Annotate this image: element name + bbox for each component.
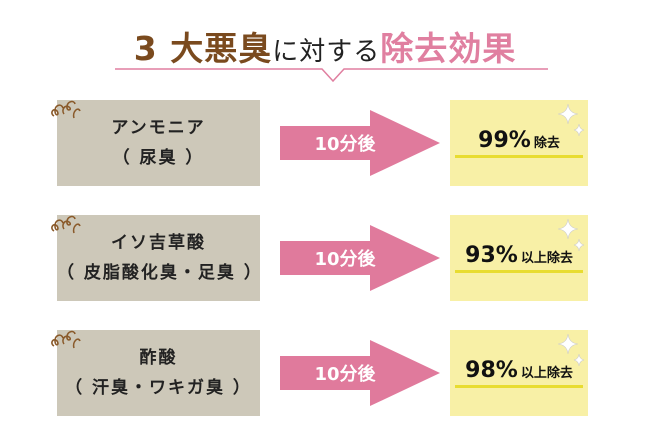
result-box: 98% 以上除去 xyxy=(450,330,588,416)
odor-box: アンモニア （ 尿臭 ） xyxy=(57,100,260,186)
percent-value: 98% xyxy=(465,358,518,383)
odor-name: アンモニア xyxy=(111,118,206,138)
title-part2: に対する xyxy=(272,37,381,67)
percent-value: 99% xyxy=(478,128,531,153)
time-label: 10分後 xyxy=(314,134,376,155)
sparkle-icon xyxy=(558,219,585,252)
odor-name: 酢酸 xyxy=(139,348,178,368)
sparkle-icon xyxy=(558,104,585,137)
odor-row: イソ吉草酸 （ 皮脂酸化臭・足臭 ） 10分後 93% 以上除去 xyxy=(0,215,650,301)
smell-icon xyxy=(51,330,81,349)
removal-rate: 99% 除去 xyxy=(450,128,588,153)
result-box: 93% 以上除去 xyxy=(450,215,588,301)
arrow-icon xyxy=(280,340,440,406)
odor-type: （ 汗臭・ワキガ臭 ） xyxy=(65,378,252,398)
odor-box: 酢酸 （ 汗臭・ワキガ臭 ） xyxy=(57,330,260,416)
percent-suffix: 除去 xyxy=(533,136,560,151)
percent-value: 93% xyxy=(465,243,518,268)
title-part1: 3 大悪臭 xyxy=(133,29,273,68)
odor-type: （ 尿臭 ） xyxy=(112,148,205,168)
smell-icon xyxy=(51,100,81,119)
removal-rate: 98% 以上除去 xyxy=(450,358,588,383)
title-divider xyxy=(115,68,548,83)
highlight-underline xyxy=(455,155,583,158)
odor-type: （ 皮脂酸化臭・足臭 ） xyxy=(57,263,263,283)
arrow-icon xyxy=(280,225,440,291)
time-label: 10分後 xyxy=(314,249,376,270)
result-box: 99% 除去 xyxy=(450,100,588,186)
page-title: 3 大悪臭に対する除去効果 xyxy=(0,22,650,70)
title-part3: 除去効果 xyxy=(380,29,517,68)
percent-suffix: 以上除去 xyxy=(520,366,573,381)
percent-suffix: 以上除去 xyxy=(520,251,573,266)
odor-row: アンモニア （ 尿臭 ） 10分後 99% 除去 xyxy=(0,100,650,186)
highlight-underline xyxy=(455,385,583,388)
odor-row: 酢酸 （ 汗臭・ワキガ臭 ） 10分後 98% 以上除去 xyxy=(0,330,650,416)
odor-box: イソ吉草酸 （ 皮脂酸化臭・足臭 ） xyxy=(57,215,263,301)
highlight-underline xyxy=(455,270,583,273)
removal-rate: 93% 以上除去 xyxy=(450,243,588,268)
time-label: 10分後 xyxy=(314,364,376,385)
smell-icon xyxy=(51,215,81,234)
arrow-icon xyxy=(280,110,440,176)
sparkle-icon xyxy=(558,334,585,367)
odor-name: イソ吉草酸 xyxy=(111,233,206,253)
